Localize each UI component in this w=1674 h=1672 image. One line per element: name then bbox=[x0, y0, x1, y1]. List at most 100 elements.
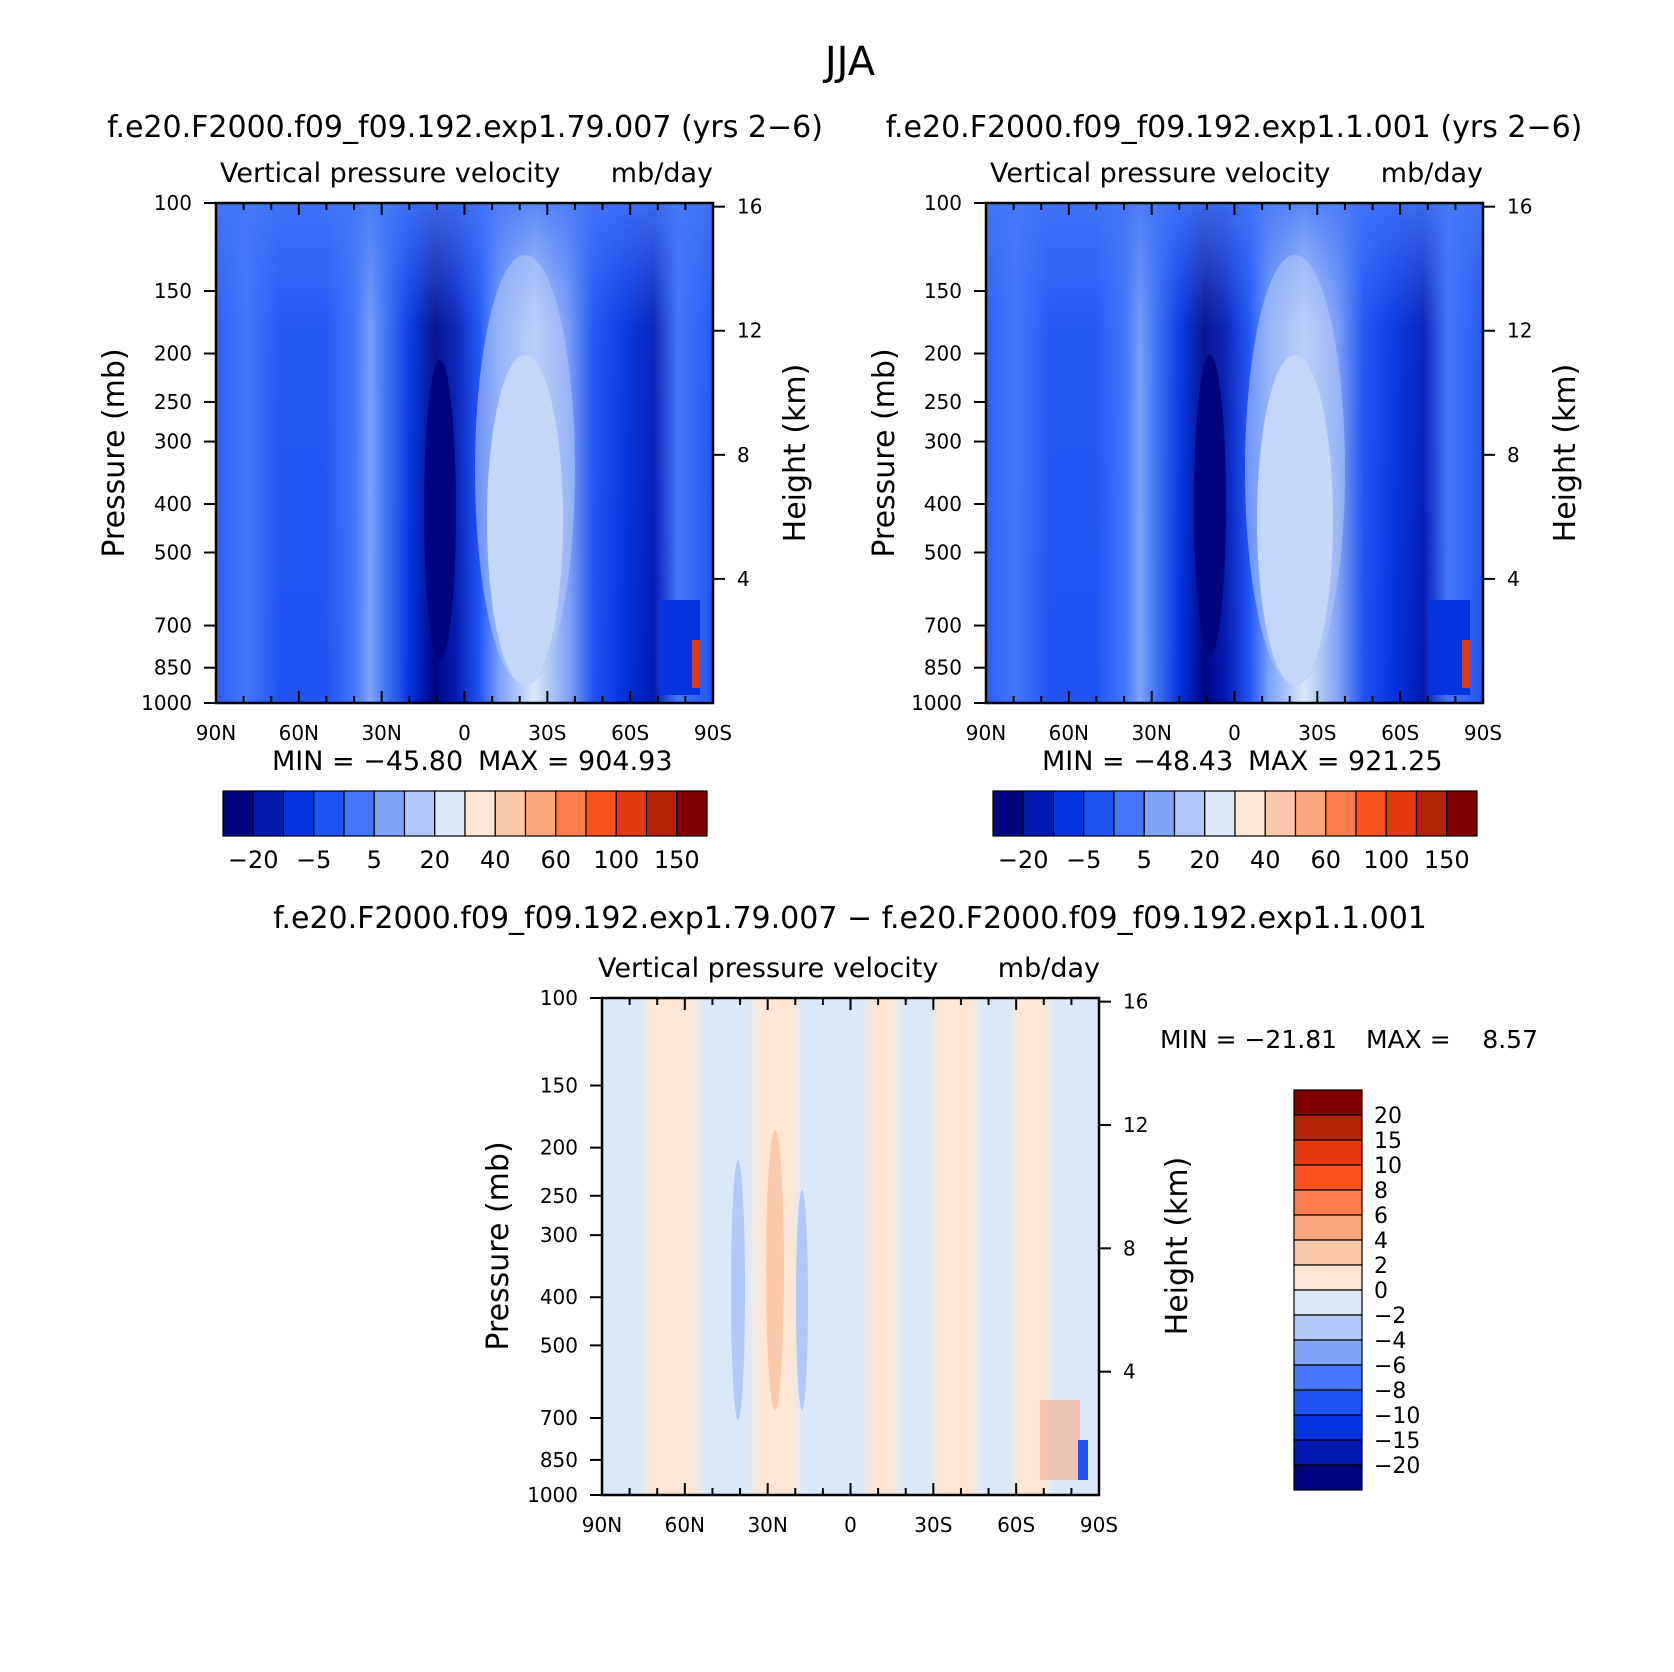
height-tick-label: 16 bbox=[1123, 990, 1148, 1014]
colorbar-swatch bbox=[282, 790, 315, 837]
max-label: MAX = 904.93 bbox=[478, 746, 673, 777]
colorbar-label: 5 bbox=[367, 846, 382, 874]
x-tick-label: 30S bbox=[1298, 721, 1336, 745]
min-label: MIN = −21.81 bbox=[1160, 1025, 1337, 1054]
y-axis-label: Pressure (mb) bbox=[481, 1141, 516, 1350]
x-tick-label: 90N bbox=[196, 721, 236, 745]
descent-shell bbox=[475, 255, 575, 685]
colorbar-label: −4 bbox=[1374, 1329, 1406, 1354]
colorbar-swatch bbox=[585, 790, 617, 837]
descent-shell bbox=[1245, 255, 1345, 685]
panel-difference: f.e20.F2000.f09_f09.192.exp1.79.007 − f.… bbox=[273, 901, 1538, 1537]
colorbar-label: 40 bbox=[480, 846, 511, 874]
x-tick-label: 30N bbox=[361, 721, 401, 745]
colorbar-label: −20 bbox=[228, 846, 279, 874]
y-tick-label: 150 bbox=[154, 279, 192, 303]
max-label: MAX = 921.25 bbox=[1248, 746, 1443, 777]
case-title: f.e20.F2000.f09_f09.192.exp1.79.007 (yrs… bbox=[107, 110, 823, 145]
height-tick-label: 4 bbox=[737, 567, 750, 591]
colorbar-swatch bbox=[1234, 790, 1266, 837]
y-tick-label: 150 bbox=[540, 1074, 578, 1098]
colorbar-label: 20 bbox=[1374, 1104, 1402, 1129]
y-tick-label: 700 bbox=[154, 614, 192, 638]
colorbar-swatch bbox=[403, 790, 436, 837]
y-ticks: 100 150 200 250 300 400 500 700 850 1000 bbox=[141, 191, 216, 715]
x-tick-label: 60S bbox=[611, 721, 649, 745]
units-label: mb/day bbox=[611, 158, 713, 189]
colorbar-swatch bbox=[1143, 790, 1176, 837]
x-tick-label: 0 bbox=[844, 1513, 857, 1537]
colorbar-label: 15 bbox=[1374, 1129, 1402, 1154]
ascent-core bbox=[1194, 355, 1226, 655]
height-tick-label: 8 bbox=[737, 443, 750, 467]
y-tick-label: 200 bbox=[154, 342, 192, 366]
colorbar-swatch bbox=[1293, 1464, 1363, 1491]
max-value: 8.57 bbox=[1482, 1025, 1538, 1054]
y-axis-label: Pressure (mb) bbox=[867, 348, 902, 557]
colorbar-label: −5 bbox=[296, 846, 331, 874]
x-tick-label: 90S bbox=[1464, 721, 1502, 745]
colorbar-swatch bbox=[1293, 1439, 1363, 1466]
diff-negative-band bbox=[731, 1160, 745, 1420]
colorbar-swatch bbox=[252, 790, 285, 837]
polar-max bbox=[692, 640, 700, 688]
colorbar-swatch bbox=[1293, 1364, 1363, 1391]
colorbar-swatch bbox=[555, 790, 587, 837]
y-tick-label: 300 bbox=[924, 430, 962, 454]
y-tick-label: 300 bbox=[540, 1223, 578, 1247]
x-tick-label: 60N bbox=[1049, 721, 1089, 745]
y-axis-label: Pressure (mb) bbox=[97, 348, 132, 557]
colorbar-swatch bbox=[1293, 1114, 1363, 1141]
y-axis-label-right: Height (km) bbox=[1160, 1157, 1195, 1336]
y-tick-label: 100 bbox=[540, 986, 578, 1010]
panel-top-left: f.e20.F2000.f09_f09.192.exp1.79.007 (yrs… bbox=[97, 110, 823, 874]
colorbar-swatch bbox=[1293, 1339, 1363, 1366]
height-tick-label: 4 bbox=[1507, 567, 1520, 591]
panel-top-right: f.e20.F2000.f09_f09.192.exp1.1.001 (yrs … bbox=[867, 110, 1583, 874]
diff-negative-band bbox=[796, 1190, 808, 1410]
min-label: MIN = −48.43 bbox=[1042, 746, 1233, 777]
height-tick-label: 8 bbox=[1507, 443, 1520, 467]
colorbar-swatch bbox=[1083, 790, 1115, 837]
colorbar-label: 100 bbox=[1363, 846, 1409, 874]
colorbar-label: −15 bbox=[1374, 1429, 1420, 1454]
y-tick-label: 500 bbox=[540, 1333, 578, 1357]
y-tick-label: 1000 bbox=[527, 1483, 578, 1507]
colorbar-label: 100 bbox=[593, 846, 639, 874]
x-tick-label: 60S bbox=[997, 1513, 1035, 1537]
x-tick-label: 0 bbox=[1228, 721, 1241, 745]
colorbar-swatch bbox=[1385, 790, 1418, 837]
colorbar-label: 40 bbox=[1250, 846, 1281, 874]
x-tick-label: 30S bbox=[914, 1513, 952, 1537]
x-tick-label: 60N bbox=[279, 721, 319, 745]
colorbar-swatch bbox=[1173, 790, 1206, 837]
y-tick-label: 250 bbox=[924, 390, 962, 414]
colorbar-swatch bbox=[1293, 1314, 1363, 1341]
y-tick-label: 700 bbox=[540, 1406, 578, 1430]
y-tick-label: 700 bbox=[924, 614, 962, 638]
colorbar-label: 60 bbox=[1310, 846, 1341, 874]
y-tick-label: 300 bbox=[154, 430, 192, 454]
y-tick-label: 1000 bbox=[911, 691, 962, 715]
colorbar-swatch bbox=[1293, 1289, 1363, 1316]
ascent-core bbox=[424, 360, 456, 660]
height-tick-label: 4 bbox=[1123, 1360, 1136, 1384]
colorbar-swatch bbox=[1293, 1214, 1363, 1241]
colorbar-swatch bbox=[1415, 790, 1448, 837]
polar-max bbox=[1462, 640, 1470, 688]
colorbar-swatch bbox=[524, 790, 557, 837]
case-title: f.e20.F2000.f09_f09.192.exp1.79.007 − f.… bbox=[273, 901, 1427, 936]
figure-title: JJA bbox=[822, 39, 876, 85]
colorbar: −20 −5 5 20 40 60 100 150 bbox=[992, 790, 1478, 874]
y-tick-label: 500 bbox=[154, 540, 192, 564]
colorbar-swatch bbox=[1293, 1139, 1363, 1166]
y-tick-label: 1000 bbox=[141, 691, 192, 715]
x-tick-label: 90N bbox=[966, 721, 1006, 745]
colorbar-swatch bbox=[676, 790, 708, 837]
y-tick-label: 100 bbox=[924, 191, 962, 215]
x-tick-label: 30S bbox=[528, 721, 566, 745]
colorbar-label: −8 bbox=[1374, 1379, 1406, 1404]
colorbar-swatch bbox=[1293, 1414, 1363, 1441]
height-tick-label: 8 bbox=[1123, 1236, 1136, 1260]
